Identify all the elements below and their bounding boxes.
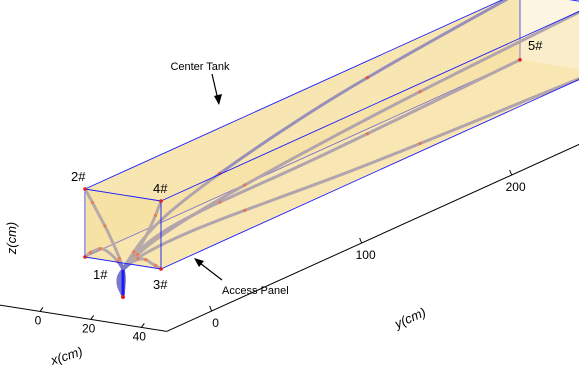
access-feed-point [120, 295, 125, 299]
y-tick-100 [359, 237, 363, 244]
center-tank-arrow-head [214, 94, 222, 105]
tank-edge-2-6 [84, 0, 504, 190]
route-point-8-2 [418, 90, 422, 94]
y-tick-0 [209, 305, 213, 312]
tank-bottom-face [85, 59, 579, 269]
access-panel-label: Access Panel [222, 285, 289, 297]
corner-label-3: 3# [153, 277, 168, 292]
tank-end-face [85, 189, 161, 269]
corner-labels: 1#2#3#4#5#6#7#8# [71, 38, 543, 292]
route-point-8-1 [243, 183, 247, 187]
corner-label-4: 4# [153, 181, 168, 196]
y-tick-label-0: 0 [212, 316, 219, 330]
route-point-7-2 [418, 141, 422, 146]
axis-ticks: -500500100200300-40-2002040 [35, 169, 526, 343]
corner-point-5 [518, 58, 522, 62]
y-tick-label-100: 100 [356, 248, 376, 262]
route-line-8 [116, 10, 579, 299]
access-panel-arrow-head [194, 258, 204, 267]
tank-edge-4-8 [160, 11, 579, 202]
route-point-6-2 [365, 76, 370, 80]
y-tick-200 [509, 169, 513, 176]
tank-front-faces [83, 0, 579, 271]
x-tick-label-20: 20 [82, 321, 96, 335]
tank-edge-1-3 [84, 256, 162, 270]
y-tick-label-200: 200 [506, 180, 526, 194]
x-tick-label-40: 40 [133, 329, 147, 343]
tank-top-face [85, 0, 579, 201]
corner-label-2: 2# [71, 169, 86, 184]
route-point-5-2 [365, 132, 370, 136]
x-axis-label: x(cm) [48, 344, 84, 369]
tank-front-face [160, 11, 579, 269]
corner-point-3 [159, 267, 163, 271]
x-tick-label-0: 0 [35, 313, 42, 327]
center-tank-annotation: Center Tank [170, 61, 230, 105]
x-tick-0 [39, 307, 44, 312]
y-axis-line [166, 143, 579, 332]
route-point-7-1 [243, 208, 247, 212]
corner-point-1 [83, 255, 87, 259]
y-axis-label: y(cm) [391, 304, 428, 331]
center-tank-label: Center Tank [170, 61, 230, 73]
corner-label-5: 5# [528, 38, 543, 53]
corner-label-1: 1# [93, 267, 108, 282]
z-axis-label: z(cm) [4, 222, 19, 256]
tank-edge-3-7 [160, 79, 579, 270]
axes-box [0, 143, 579, 332]
tank-edge-2-4 [84, 188, 162, 202]
x-tick-40 [140, 323, 145, 328]
access-panel-annotation: Access Panel [194, 258, 289, 297]
corner-point-2 [83, 187, 87, 191]
corner-point-4 [159, 199, 163, 203]
x-tick-20 [90, 315, 95, 320]
x-axis-line [0, 304, 167, 332]
